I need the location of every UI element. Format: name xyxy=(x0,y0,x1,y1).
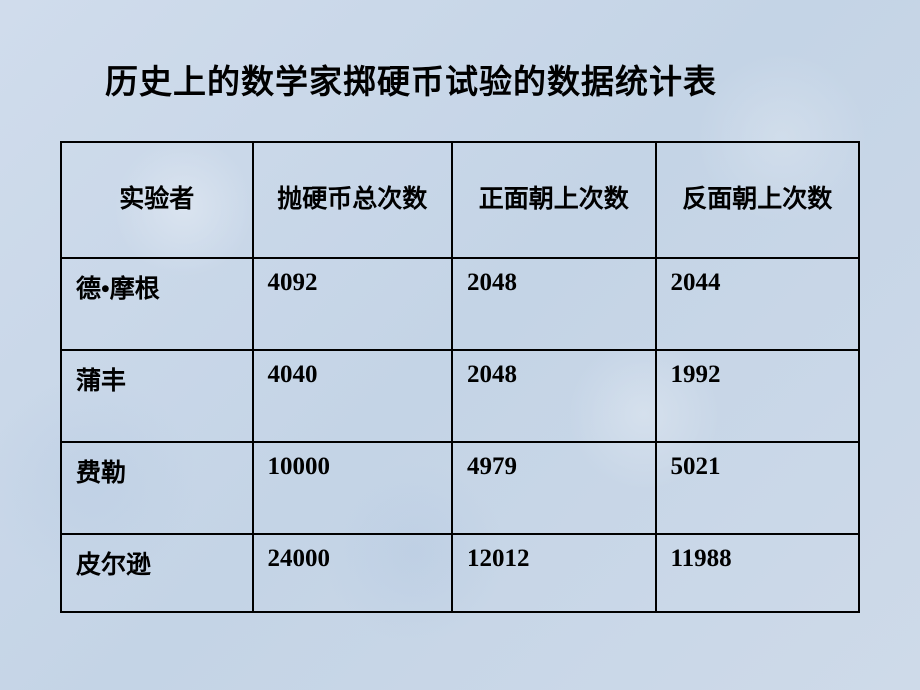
cell-heads: 12012 xyxy=(452,534,655,612)
cell-heads: 4979 xyxy=(452,442,655,534)
cell-total: 10000 xyxy=(253,442,453,534)
cell-tails: 11988 xyxy=(656,534,860,612)
col-header-total: 抛硬币总次数 xyxy=(253,142,453,258)
table-row: 费勒 10000 4979 5021 xyxy=(61,442,859,534)
page-title: 历史上的数学家掷硬币试验的数据统计表 xyxy=(105,55,860,103)
col-header-tails: 反面朝上次数 xyxy=(656,142,860,258)
cell-heads: 2048 xyxy=(452,350,655,442)
slide-container: 历史上的数学家掷硬币试验的数据统计表 实验者 抛硬币总次数 正面朝上次数 反面朝… xyxy=(0,0,920,690)
cell-tails: 2044 xyxy=(656,258,860,350)
table-header-row: 实验者 抛硬币总次数 正面朝上次数 反面朝上次数 xyxy=(61,142,859,258)
cell-experimenter: 皮尔逊 xyxy=(61,534,253,612)
data-table: 实验者 抛硬币总次数 正面朝上次数 反面朝上次数 德•摩根 4092 2048 … xyxy=(60,141,860,613)
col-header-experimenter: 实验者 xyxy=(61,142,253,258)
table-row: 蒲丰 4040 2048 1992 xyxy=(61,350,859,442)
cell-experimenter: 蒲丰 xyxy=(61,350,253,442)
cell-tails: 1992 xyxy=(656,350,860,442)
cell-total: 24000 xyxy=(253,534,453,612)
table-row: 德•摩根 4092 2048 2044 xyxy=(61,258,859,350)
cell-heads: 2048 xyxy=(452,258,655,350)
cell-tails: 5021 xyxy=(656,442,860,534)
table-row: 皮尔逊 24000 12012 11988 xyxy=(61,534,859,612)
cell-total: 4092 xyxy=(253,258,453,350)
cell-total: 4040 xyxy=(253,350,453,442)
col-header-heads: 正面朝上次数 xyxy=(452,142,655,258)
cell-experimenter: 德•摩根 xyxy=(61,258,253,350)
cell-experimenter: 费勒 xyxy=(61,442,253,534)
